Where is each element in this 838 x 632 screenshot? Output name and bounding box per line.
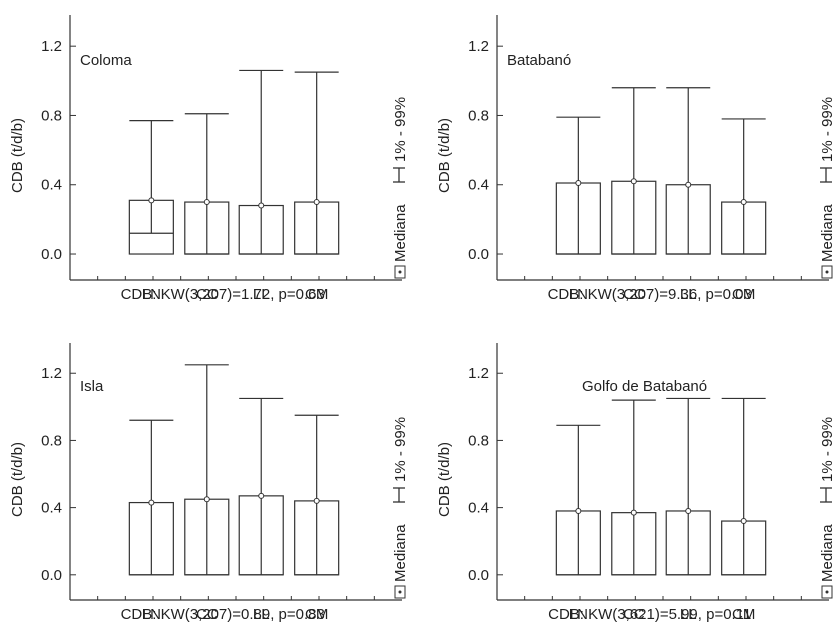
y-tick-label: 0.4 xyxy=(41,500,62,517)
legend: Mediana 1% - 99% xyxy=(819,417,836,599)
legend-label-range: 1% - 99% xyxy=(819,97,836,162)
median-marker xyxy=(685,507,692,514)
panel-title: Golfo de Batabanó xyxy=(582,378,707,395)
median-marker xyxy=(740,199,747,206)
y-axis-label: CDB (t/d/b) xyxy=(9,118,26,193)
y-tick-label: 0.0 xyxy=(468,246,489,263)
y-axis-label: CDB (t/d/b) xyxy=(436,118,453,193)
x-tick-label: LN xyxy=(569,286,588,303)
x-tick-label: CC xyxy=(623,286,645,303)
median-marker xyxy=(685,181,692,188)
legend-label-median: Mediana xyxy=(392,204,409,262)
legend: Mediana 1% - 99% xyxy=(392,417,409,599)
y-axis-label: CDB (t/d/b) xyxy=(436,442,453,517)
x-tick-label: LL xyxy=(253,606,270,623)
legend-median-dot xyxy=(398,590,402,594)
x-tick-label: CM xyxy=(305,286,328,303)
y-tick-label: 1.2 xyxy=(468,365,489,382)
median-marker xyxy=(630,178,637,185)
x-tick-label: LN xyxy=(142,286,161,303)
y-tick-label: 0.8 xyxy=(468,107,489,124)
median-marker xyxy=(148,499,155,506)
panel-title: Coloma xyxy=(80,52,132,69)
legend-label-range: 1% - 99% xyxy=(392,97,409,162)
y-tick-label: 1.2 xyxy=(41,365,62,382)
y-tick-label: 0.8 xyxy=(468,432,489,449)
y-tick-label: 1.2 xyxy=(468,38,489,55)
median-marker xyxy=(575,180,582,187)
kruskal-wallis-caption: CDB: KW(3,207)=1.72, p=0.63 xyxy=(121,286,325,303)
y-tick-label: 0.8 xyxy=(41,107,62,124)
x-tick-label: CM xyxy=(732,286,755,303)
legend: Mediana 1% - 99% xyxy=(392,97,409,279)
median-marker xyxy=(740,518,747,525)
median-marker xyxy=(313,199,320,206)
x-tick-label: LN xyxy=(142,606,161,623)
kruskal-wallis-caption: CDB: KW(3,207)=0.89, p=0.83 xyxy=(121,606,325,623)
y-tick-label: 0.8 xyxy=(41,432,62,449)
legend-label-range: 1% - 99% xyxy=(819,417,836,482)
median-marker xyxy=(575,507,582,514)
legend-median-dot xyxy=(825,270,829,274)
chart-panel: 0.0 0.4 0.8 1.2 CDB (t/d/b) Isla LN CC LL CMCDB: … xyxy=(9,343,409,623)
y-tick-label: 0.0 xyxy=(41,246,62,263)
kruskal-wallis-caption: CDB: KW(3,207)=9.36, p=0.03 xyxy=(548,286,752,303)
median-marker xyxy=(203,496,210,503)
legend-median-dot xyxy=(825,590,829,594)
panel-title: Batabanó xyxy=(507,52,571,69)
legend-label-median: Mediana xyxy=(819,524,836,582)
x-tick-label: CM xyxy=(732,606,755,623)
legend-label-median: Mediana xyxy=(819,204,836,262)
legend-label-range: 1% - 99% xyxy=(392,417,409,482)
x-tick-label: LL xyxy=(680,606,697,623)
legend-label-median: Mediana xyxy=(392,524,409,582)
y-tick-label: 1.2 xyxy=(41,38,62,55)
median-marker xyxy=(258,492,265,499)
median-marker xyxy=(313,497,320,504)
panel-title: Isla xyxy=(80,378,104,395)
x-tick-label: CC xyxy=(196,286,218,303)
median-marker xyxy=(258,202,265,209)
median-marker xyxy=(630,509,637,516)
chart-panel: 0.0 0.4 0.8 1.2 CDB (t/d/b) Golfo de Batabanó… xyxy=(436,343,836,623)
y-tick-label: 0.0 xyxy=(468,567,489,584)
legend-median-dot xyxy=(398,270,402,274)
y-tick-label: 0.4 xyxy=(41,177,62,194)
y-tick-label: 0.4 xyxy=(468,500,489,517)
chart-panel: 0.0 0.4 0.8 1.2 CDB (t/d/b) Coloma LN CC LL CMCDB… xyxy=(9,15,409,303)
x-tick-label: LN xyxy=(569,606,588,623)
x-tick-label: CM xyxy=(305,606,328,623)
x-tick-label: LL xyxy=(253,286,270,303)
x-tick-label: CC xyxy=(623,606,645,623)
y-axis-label: CDB (t/d/b) xyxy=(9,442,26,517)
kruskal-wallis-caption: CDB: KW(3,621)=5.99, p=0.11 xyxy=(548,606,751,623)
chart-panel: 0.0 0.4 0.8 1.2 CDB (t/d/b) Batabanó LN CC LL CMC… xyxy=(436,15,836,303)
x-tick-label: LL xyxy=(680,286,697,303)
x-tick-label: CC xyxy=(196,606,218,623)
y-tick-label: 0.0 xyxy=(41,567,62,584)
legend: Mediana 1% - 99% xyxy=(819,97,836,279)
y-tick-label: 0.4 xyxy=(468,177,489,194)
median-marker xyxy=(148,197,155,204)
median-marker xyxy=(203,199,210,206)
